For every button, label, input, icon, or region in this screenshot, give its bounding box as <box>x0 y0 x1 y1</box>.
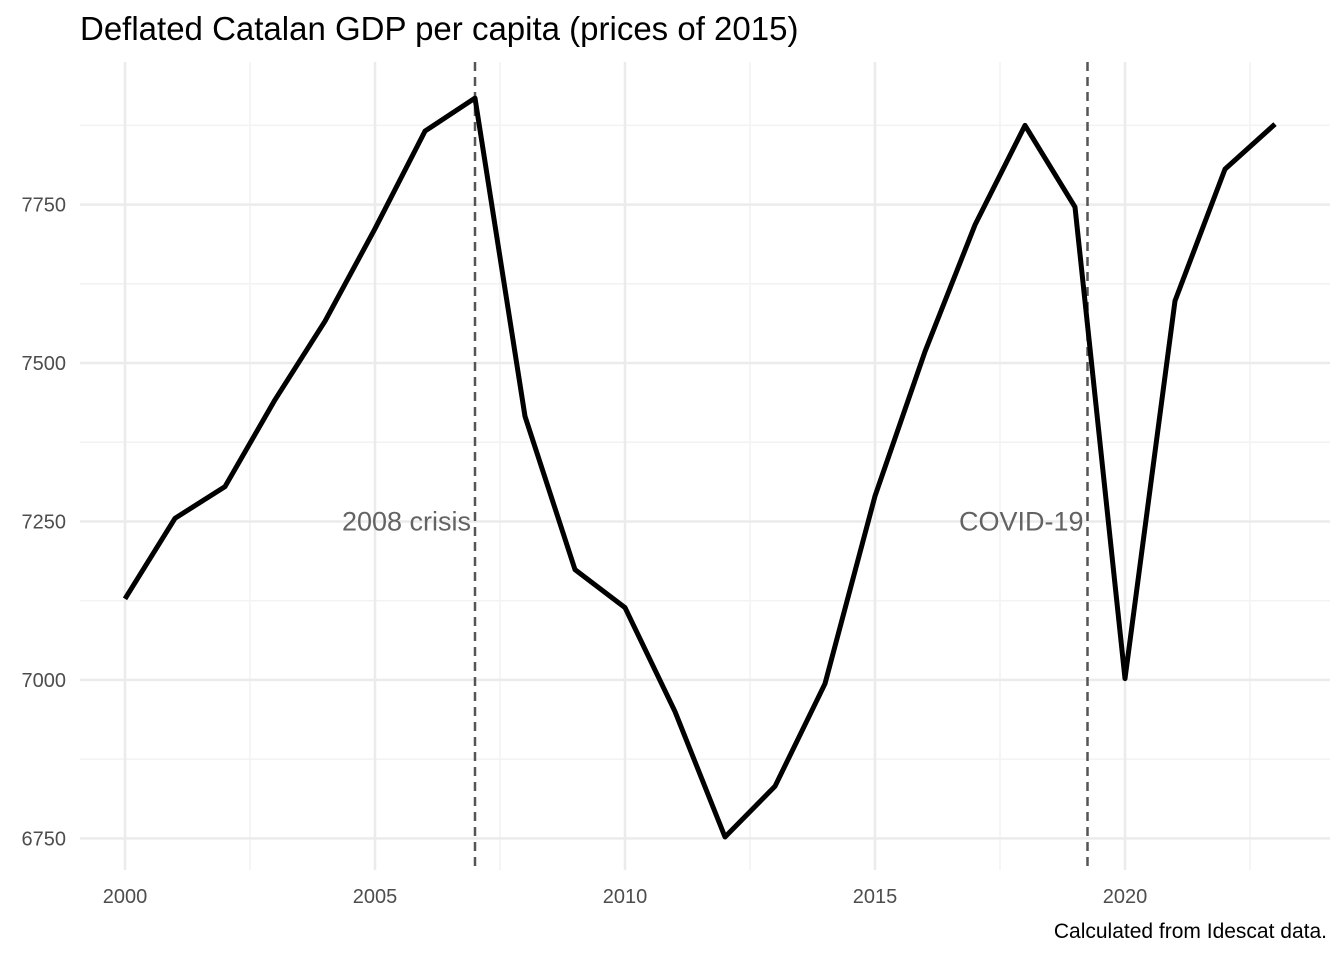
gdp-series-line <box>122 95 1277 840</box>
x-tick-label: 2020 <box>1103 886 1148 908</box>
series-lines <box>122 95 1277 840</box>
y-tick-label: 7500 <box>22 353 67 375</box>
minor-gridlines <box>80 62 1330 870</box>
event-annotation-label: 2008 crisis <box>342 506 471 536</box>
event-annotations: 2008 crisis COVID-19 <box>342 506 1084 536</box>
chart-title: Deflated Catalan GDP per capita (prices … <box>80 10 799 47</box>
x-axis-tick-labels: 2000 2005 2010 2015 2020 <box>103 886 1148 908</box>
y-tick-label: 7750 <box>22 195 67 217</box>
x-tick-label: 2005 <box>353 886 398 908</box>
y-axis-tick-labels: 6750 7000 7250 7500 7750 <box>22 195 67 851</box>
x-tick-label: 2015 <box>853 886 898 908</box>
event-annotation-label: COVID-19 <box>959 506 1084 536</box>
y-tick-label: 6750 <box>22 828 67 850</box>
major-gridlines <box>80 62 1330 870</box>
x-tick-label: 2010 <box>603 886 648 908</box>
y-tick-label: 7250 <box>22 511 67 533</box>
x-tick-label: 2000 <box>103 886 148 908</box>
y-tick-label: 7000 <box>22 670 67 692</box>
chart-caption: Calculated from Idescat data. <box>1053 920 1327 943</box>
